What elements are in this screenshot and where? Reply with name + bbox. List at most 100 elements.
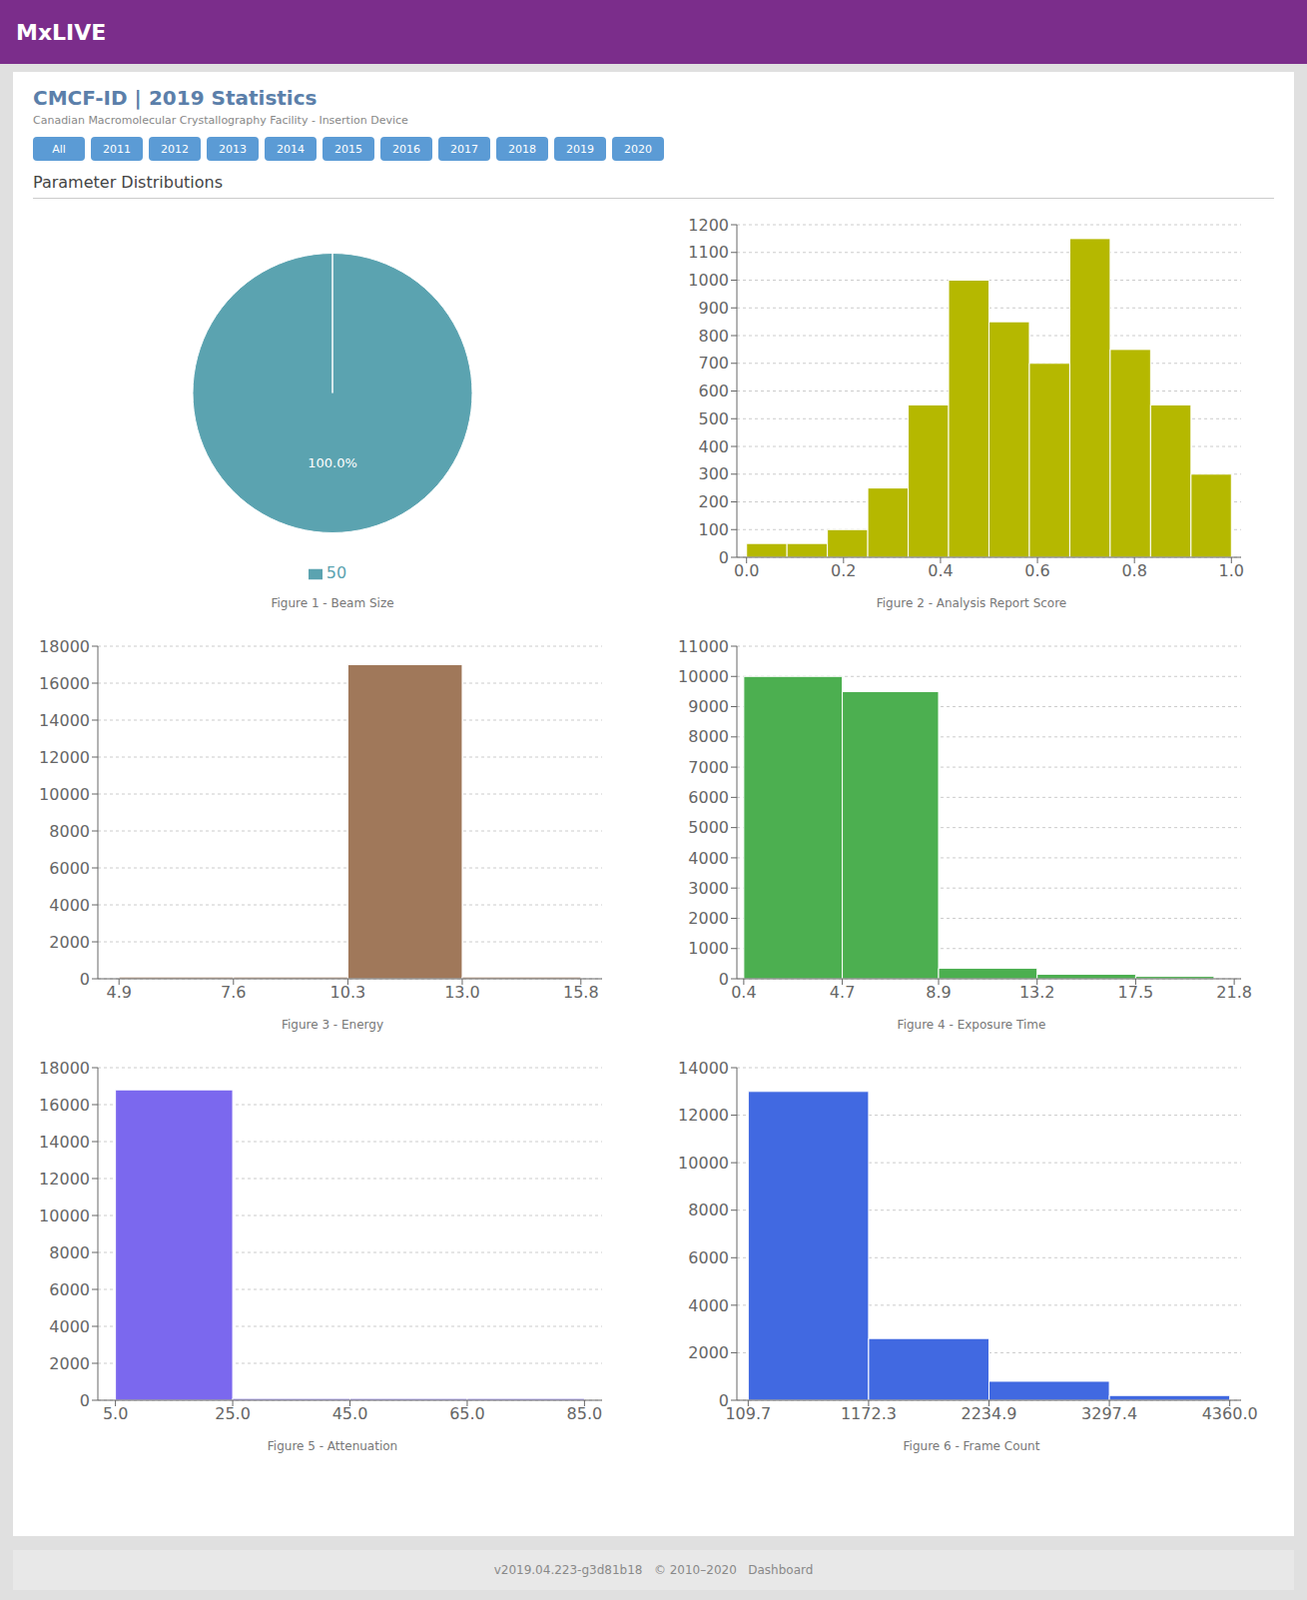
html-text:v2019.04.223-g3d81b18 © 2010–2: v2019.04.223-g3d81b18 © 2010–2020 Dashbo…: [493, 1562, 814, 1577]
svg-text:8000: 8000: [48, 1243, 90, 1263]
svg-text:800: 800: [697, 326, 729, 346]
html-text:2015: 2015: [334, 142, 363, 156]
svg-text:0: 0: [79, 969, 90, 989]
svg-text:85.0: 85.0: [567, 1403, 604, 1423]
svg-text:8000: 8000: [687, 1200, 729, 1220]
svg-text:3297.4: 3297.4: [1081, 1403, 1138, 1423]
svg-text:18000: 18000: [38, 637, 90, 656]
html-text:Figure 1 - Beam Size: Figure 1 - Beam Size: [270, 596, 394, 611]
svg-text:12000: 12000: [38, 747, 90, 767]
html-text:All: All: [52, 142, 66, 156]
svg-text:6000: 6000: [48, 858, 90, 878]
svg-text:1000: 1000: [687, 270, 729, 290]
svg-text:14000: 14000: [38, 710, 90, 730]
svg-text:65.0: 65.0: [449, 1403, 486, 1423]
svg-text:0: 0: [718, 969, 729, 989]
svg-text:4.9: 4.9: [105, 982, 131, 1002]
svg-text:6000: 6000: [687, 1248, 729, 1268]
svg-text:25.0: 25.0: [214, 1403, 251, 1423]
html-text:CMCF-ID | 2019 Statistics: CMCF-ID | 2019 Statistics: [32, 85, 318, 110]
svg-text:8000: 8000: [48, 821, 90, 841]
html-text:2011: 2011: [102, 142, 131, 156]
svg-text:16000: 16000: [38, 673, 90, 693]
svg-text:8000: 8000: [687, 726, 729, 746]
svg-text:0.8: 0.8: [1121, 561, 1147, 581]
svg-text:9000: 9000: [687, 696, 729, 716]
html-text:Figure 2 - Analysis Report Sco: Figure 2 - Analysis Report Score: [876, 596, 1067, 611]
svg-text:400: 400: [697, 437, 729, 457]
svg-text:10000: 10000: [38, 1206, 90, 1226]
svg-text:13.0: 13.0: [444, 982, 481, 1002]
svg-text:700: 700: [697, 353, 729, 373]
svg-text:100.0%: 100.0%: [307, 455, 358, 471]
html-text:2013: 2013: [218, 142, 247, 156]
svg-text:4360.0: 4360.0: [1202, 1403, 1259, 1423]
svg-text:15.8: 15.8: [563, 982, 600, 1002]
svg-text:6000: 6000: [48, 1280, 90, 1300]
html-text:Canadian Macromolecular Crysta: Canadian Macromolecular Crystallography …: [32, 113, 409, 127]
html-text:Figure 6 - Frame Count: Figure 6 - Frame Count: [903, 1438, 1040, 1453]
html-text:Figure 5 - Attenuation: Figure 5 - Attenuation: [267, 1438, 398, 1453]
svg-text:300: 300: [697, 464, 729, 484]
svg-text:45.0: 45.0: [332, 1403, 369, 1423]
svg-text:11000: 11000: [677, 637, 729, 656]
svg-text:500: 500: [697, 409, 729, 429]
svg-text:2000: 2000: [48, 1353, 90, 1373]
svg-text:1000: 1000: [687, 938, 729, 958]
svg-text:0.4: 0.4: [730, 982, 756, 1002]
svg-text:1.0: 1.0: [1219, 561, 1245, 581]
svg-text:4000: 4000: [687, 1296, 729, 1315]
svg-text:10000: 10000: [38, 784, 90, 804]
svg-text:4000: 4000: [48, 895, 90, 915]
svg-text:6000: 6000: [687, 787, 729, 807]
svg-text:10000: 10000: [677, 1153, 729, 1173]
html-text:Parameter Distributions: Parameter Distributions: [32, 172, 223, 192]
svg-text:7000: 7000: [687, 757, 729, 777]
svg-text:2234.9: 2234.9: [961, 1403, 1018, 1423]
svg-text:5.0: 5.0: [102, 1403, 128, 1423]
svg-text:0.2: 0.2: [830, 561, 856, 581]
svg-text:0: 0: [718, 1390, 729, 1410]
svg-text:8.9: 8.9: [925, 982, 951, 1002]
svg-text:109.7: 109.7: [724, 1403, 771, 1423]
svg-text:900: 900: [697, 298, 729, 318]
svg-text:600: 600: [697, 381, 729, 401]
svg-text:2000: 2000: [687, 1342, 729, 1362]
svg-text:0: 0: [718, 548, 729, 568]
svg-text:14000: 14000: [677, 1058, 729, 1078]
svg-text:0.0: 0.0: [733, 561, 759, 581]
svg-text:100: 100: [697, 520, 729, 540]
svg-text:12000: 12000: [677, 1105, 729, 1125]
svg-text:10000: 10000: [677, 666, 729, 686]
html-text:Figure 3 - Energy: Figure 3 - Energy: [281, 1017, 384, 1032]
svg-text:2000: 2000: [48, 932, 90, 952]
svg-text:10.3: 10.3: [330, 982, 367, 1002]
svg-text:18000: 18000: [38, 1058, 90, 1078]
svg-text:1200: 1200: [687, 215, 729, 235]
html-text:50: 50: [326, 563, 347, 583]
html-text:Figure 4 - Exposure Time: Figure 4 - Exposure Time: [897, 1017, 1046, 1032]
svg-text:2000: 2000: [687, 908, 729, 928]
svg-text:0: 0: [79, 1390, 90, 1410]
svg-text:13.2: 13.2: [1019, 982, 1056, 1002]
svg-text:21.8: 21.8: [1216, 982, 1253, 1002]
svg-text:4.7: 4.7: [829, 982, 855, 1002]
svg-text:4000: 4000: [687, 848, 729, 868]
svg-text:0.4: 0.4: [927, 561, 953, 581]
svg-text:3000: 3000: [687, 878, 729, 898]
svg-text:200: 200: [697, 492, 729, 512]
svg-text:17.5: 17.5: [1118, 982, 1155, 1002]
html-text:2014: 2014: [276, 142, 305, 156]
svg-text:4000: 4000: [48, 1316, 90, 1336]
html-text:2016: 2016: [392, 142, 421, 156]
svg-text:1100: 1100: [687, 242, 729, 262]
svg-text:14000: 14000: [38, 1132, 90, 1152]
svg-text:7.6: 7.6: [220, 982, 246, 1002]
svg-text:12000: 12000: [38, 1169, 90, 1189]
svg-text:1172.3: 1172.3: [840, 1403, 897, 1423]
html-text:2012: 2012: [160, 142, 189, 156]
svg-text:5000: 5000: [687, 817, 729, 837]
svg-text:0.6: 0.6: [1024, 561, 1050, 581]
html-text:MxLIVE: MxLIVE: [15, 19, 107, 45]
svg-text:16000: 16000: [38, 1095, 90, 1115]
